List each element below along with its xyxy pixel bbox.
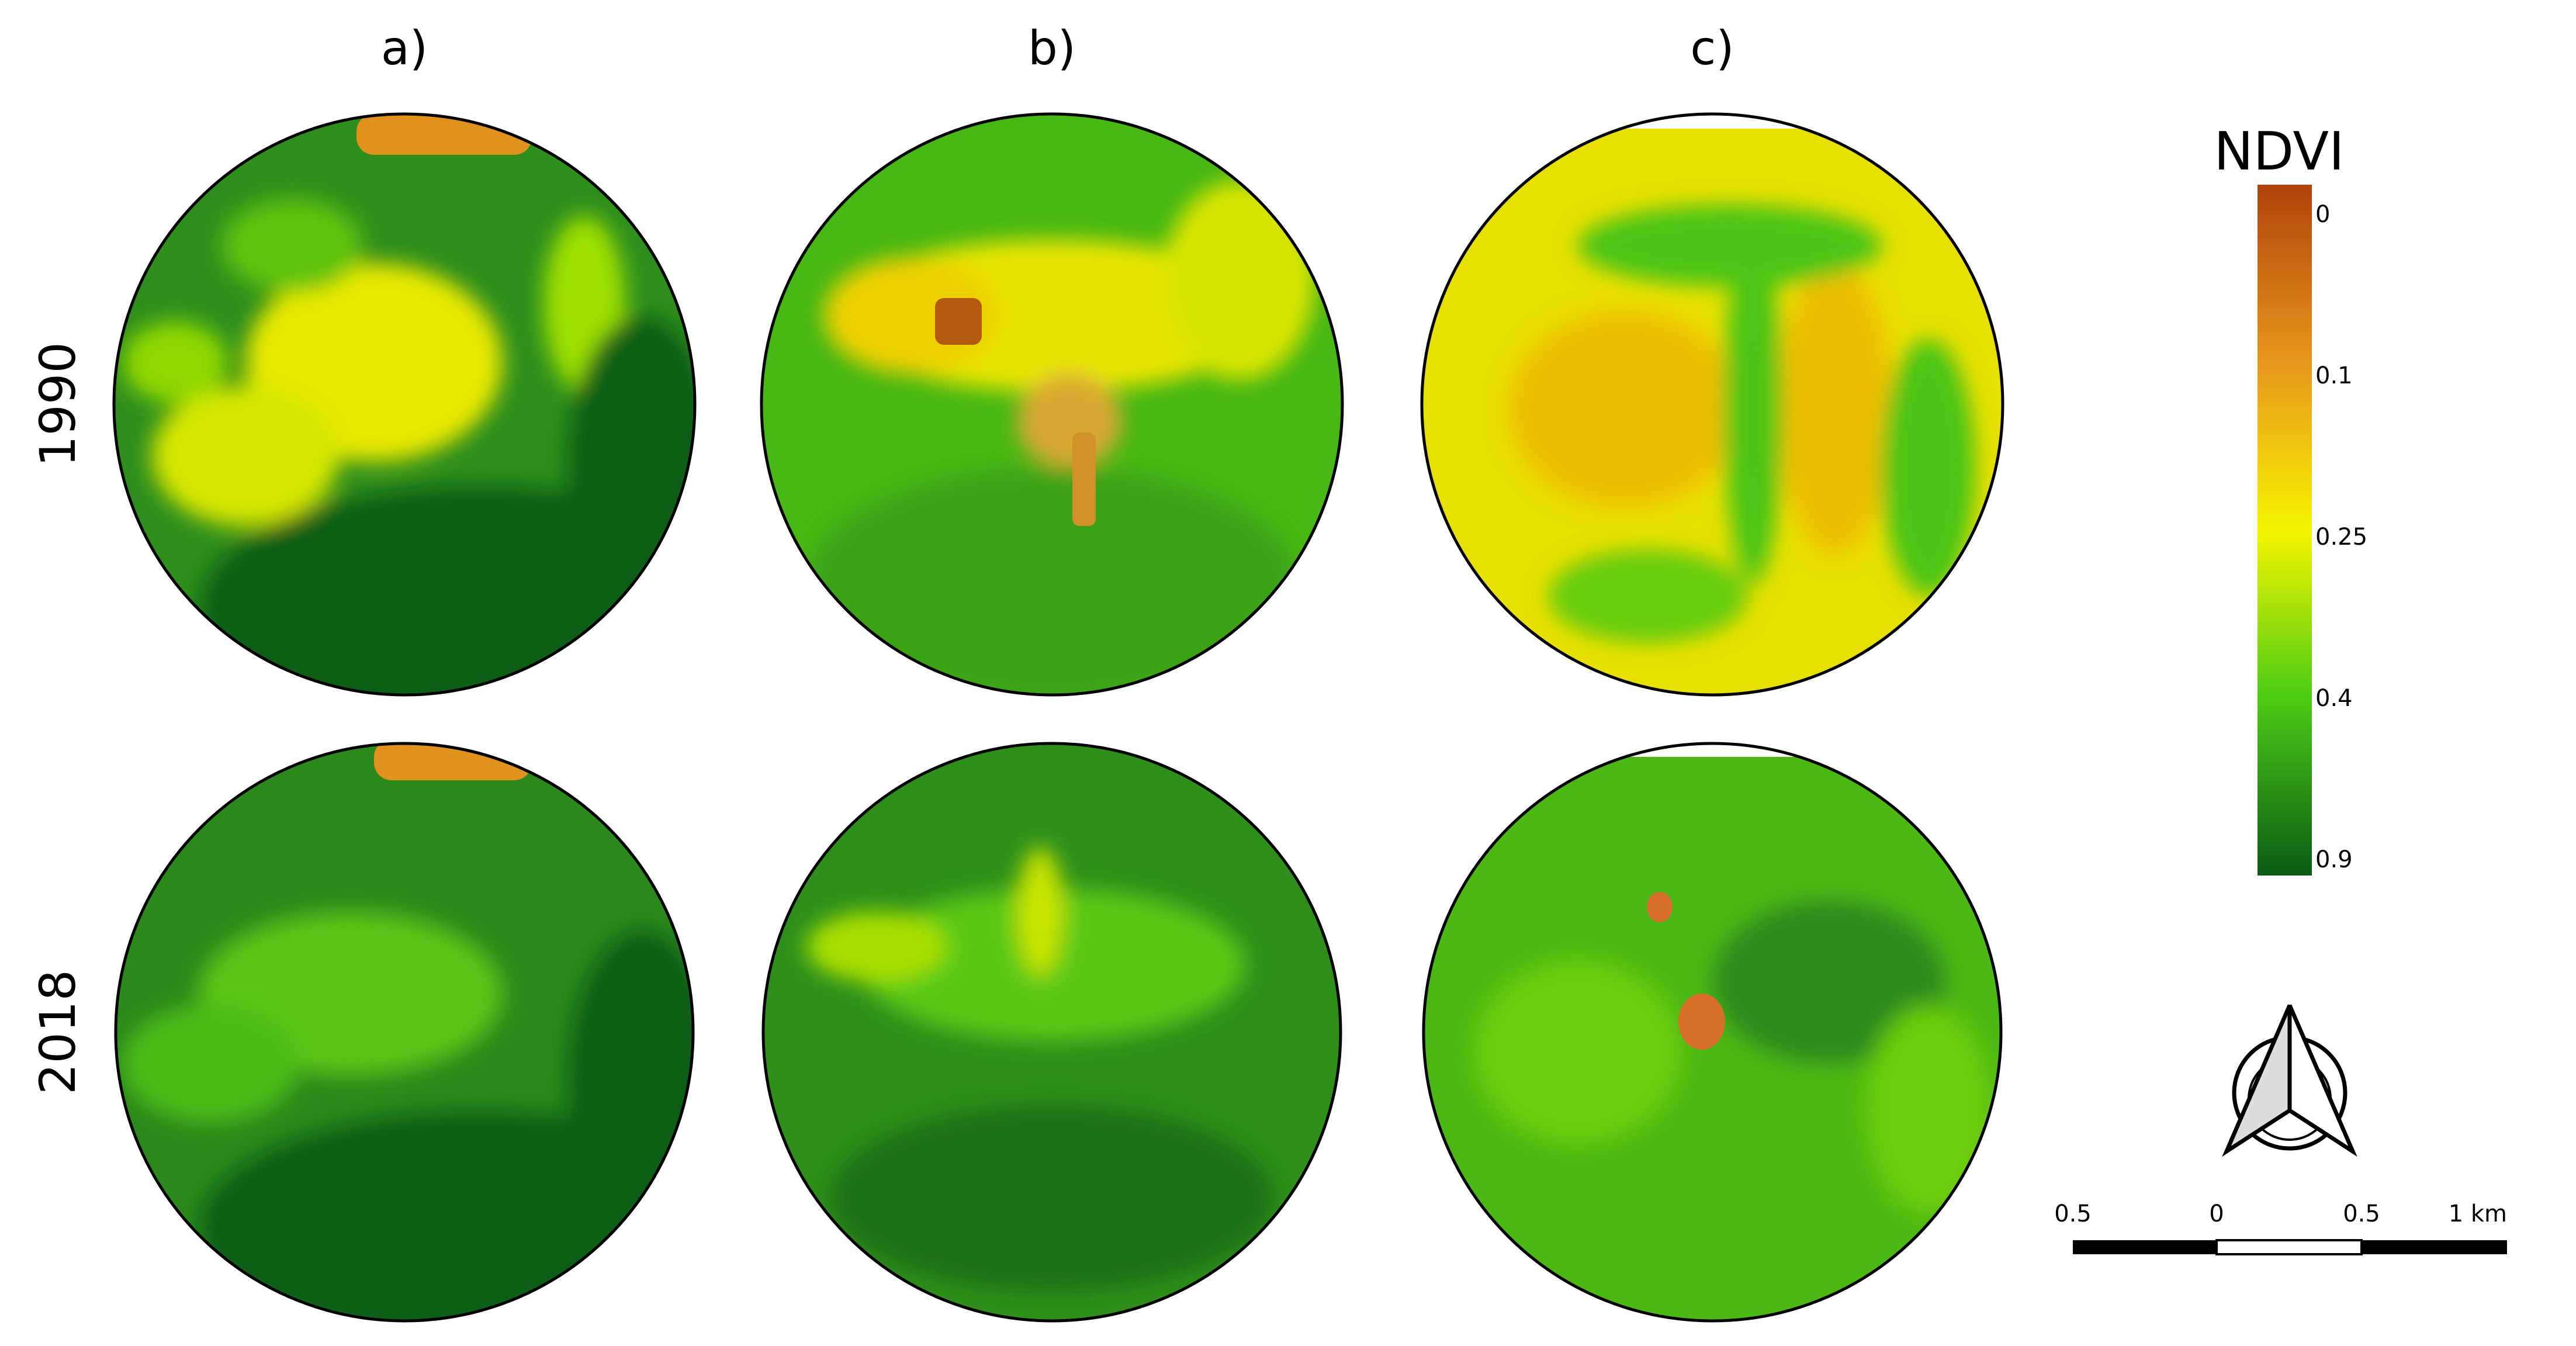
map-frame xyxy=(114,742,695,1323)
map-frame xyxy=(1420,112,2004,697)
legend-label: 0.1 xyxy=(2315,362,2353,389)
row-label: 2018 xyxy=(29,970,86,1095)
ndvi-map xyxy=(116,743,693,1321)
ndvi-map xyxy=(763,743,1341,1321)
ndvi-map xyxy=(761,114,1342,695)
ndvi-map xyxy=(1424,743,2001,1321)
column-label: c) xyxy=(1690,21,1734,75)
legend-label: 0.4 xyxy=(2315,685,2353,712)
legend-label: 0 xyxy=(2315,201,2330,228)
row-label: 1990 xyxy=(29,342,86,467)
legend-title: NDVI xyxy=(2214,121,2344,182)
north-arrow xyxy=(2222,1004,2357,1157)
scale-label: 1 km xyxy=(2449,1200,2507,1227)
ndvi-map xyxy=(114,114,695,695)
scale-label: 0.5 xyxy=(2054,1200,2092,1227)
legend-label: 0.25 xyxy=(2315,524,2367,551)
column-label: b) xyxy=(1028,21,1076,75)
map-frame xyxy=(112,112,697,697)
color-ramp xyxy=(2258,185,2312,876)
scale-label: 0 xyxy=(2209,1200,2224,1227)
map-frame xyxy=(1422,742,2003,1323)
legend-label: 0.9 xyxy=(2315,846,2353,873)
column-label: a) xyxy=(381,21,428,75)
scale-bar xyxy=(2073,1239,2507,1255)
map-frame xyxy=(760,112,1344,697)
map-frame xyxy=(761,742,1342,1323)
scale-label: 0.5 xyxy=(2343,1200,2380,1227)
